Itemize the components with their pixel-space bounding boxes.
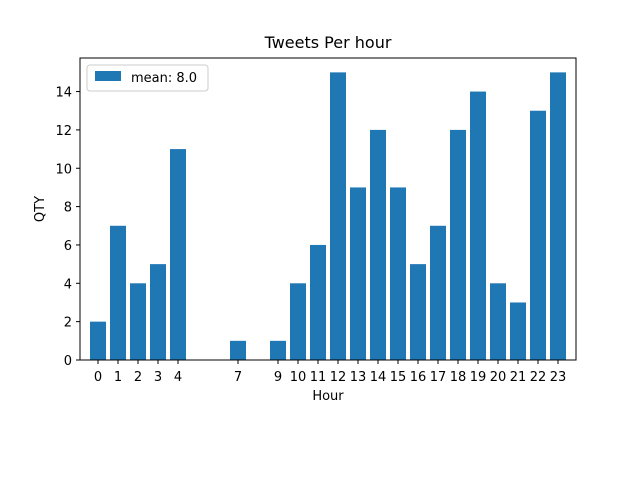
x-tick-label: 13	[350, 370, 367, 385]
bar-hour-18	[450, 129, 466, 360]
bar-hour-11	[310, 244, 326, 360]
x-tick-label: 11	[310, 370, 327, 385]
bar-hour-16	[410, 264, 426, 360]
x-tick-label: 1	[114, 370, 122, 385]
bar-hour-19	[470, 91, 486, 360]
x-axis-ticks: 0 1 2 3 4 7 9 10 11 12 13 14 15 16 17 18 19 20 21 22 23	[94, 360, 566, 385]
bar-hour-4	[170, 149, 186, 360]
bar-hour-13	[350, 187, 366, 360]
bar-hour-20	[490, 283, 506, 360]
bar-hour-15	[390, 187, 406, 360]
bar-hour-7	[230, 340, 246, 360]
x-tick-label: 10	[290, 370, 307, 385]
plot-area-frame	[79, 57, 577, 361]
y-tick-label: 6	[64, 239, 72, 254]
legend-label: mean: 8.0	[131, 71, 197, 86]
x-tick-label: 7	[234, 370, 242, 385]
y-tick-label: 8	[64, 201, 72, 216]
bar-hour-12	[330, 72, 346, 360]
y-tick-label: 14	[55, 86, 72, 101]
x-tick-label: 9	[274, 370, 282, 385]
x-tick-label: 4	[174, 370, 182, 385]
x-tick-label: 12	[330, 370, 347, 385]
bar-hour-23	[550, 72, 566, 360]
x-tick-label: 2	[134, 370, 142, 385]
bar-hour-10	[290, 283, 306, 360]
bars-group	[90, 72, 566, 360]
legend: mean: 8.0	[86, 64, 209, 92]
x-tick-label: 16	[410, 370, 427, 385]
y-axis-label: QTY	[33, 196, 48, 222]
y-tick-label: 10	[55, 162, 72, 177]
x-tick-label: 20	[490, 370, 507, 385]
x-tick-label: 17	[430, 370, 447, 385]
y-tick-label: 0	[64, 354, 72, 369]
y-axis-ticks: 0 2 4 6 8 10 12 14	[55, 86, 80, 369]
x-tick-label: 21	[510, 370, 527, 385]
x-tick-label: 18	[450, 370, 467, 385]
x-tick-label: 23	[550, 370, 567, 385]
bar-hour-9	[270, 340, 286, 360]
x-tick-label: 0	[94, 370, 102, 385]
bar-hour-17	[430, 225, 446, 360]
bar-hour-3	[150, 264, 166, 360]
chart-title: Tweets Per hour	[264, 33, 392, 52]
x-tick-label: 3	[154, 370, 162, 385]
bar-hour-0	[90, 321, 106, 360]
bar-hour-22	[530, 110, 546, 360]
bar-hour-14	[370, 129, 386, 360]
bar-hour-21	[510, 302, 526, 360]
x-tick-label: 15	[390, 370, 407, 385]
bar-hour-2	[130, 283, 146, 360]
y-tick-label: 12	[55, 124, 72, 139]
y-tick-label: 2	[64, 316, 72, 331]
x-tick-label: 19	[470, 370, 487, 385]
bar-hour-1	[110, 225, 126, 360]
y-tick-label: 4	[64, 277, 72, 292]
legend-swatch	[95, 71, 121, 81]
x-axis-label: Hour	[312, 389, 344, 404]
x-tick-label: 22	[530, 370, 547, 385]
x-tick-label: 14	[370, 370, 387, 385]
